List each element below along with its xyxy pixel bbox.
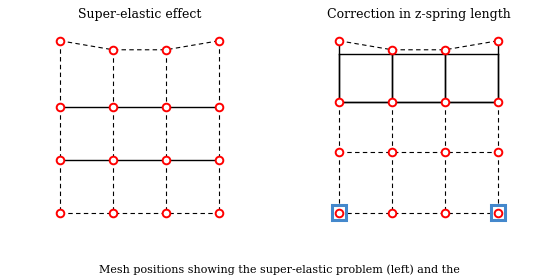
Bar (331, 205, 347, 220)
Title: Correction in z-spring length: Correction in z-spring length (326, 8, 511, 21)
Text: Mesh positions showing the super-elastic problem (left) and the: Mesh positions showing the super-elastic… (99, 265, 459, 275)
Title: Super-elastic effect: Super-elastic effect (78, 8, 201, 21)
Bar (490, 205, 506, 220)
